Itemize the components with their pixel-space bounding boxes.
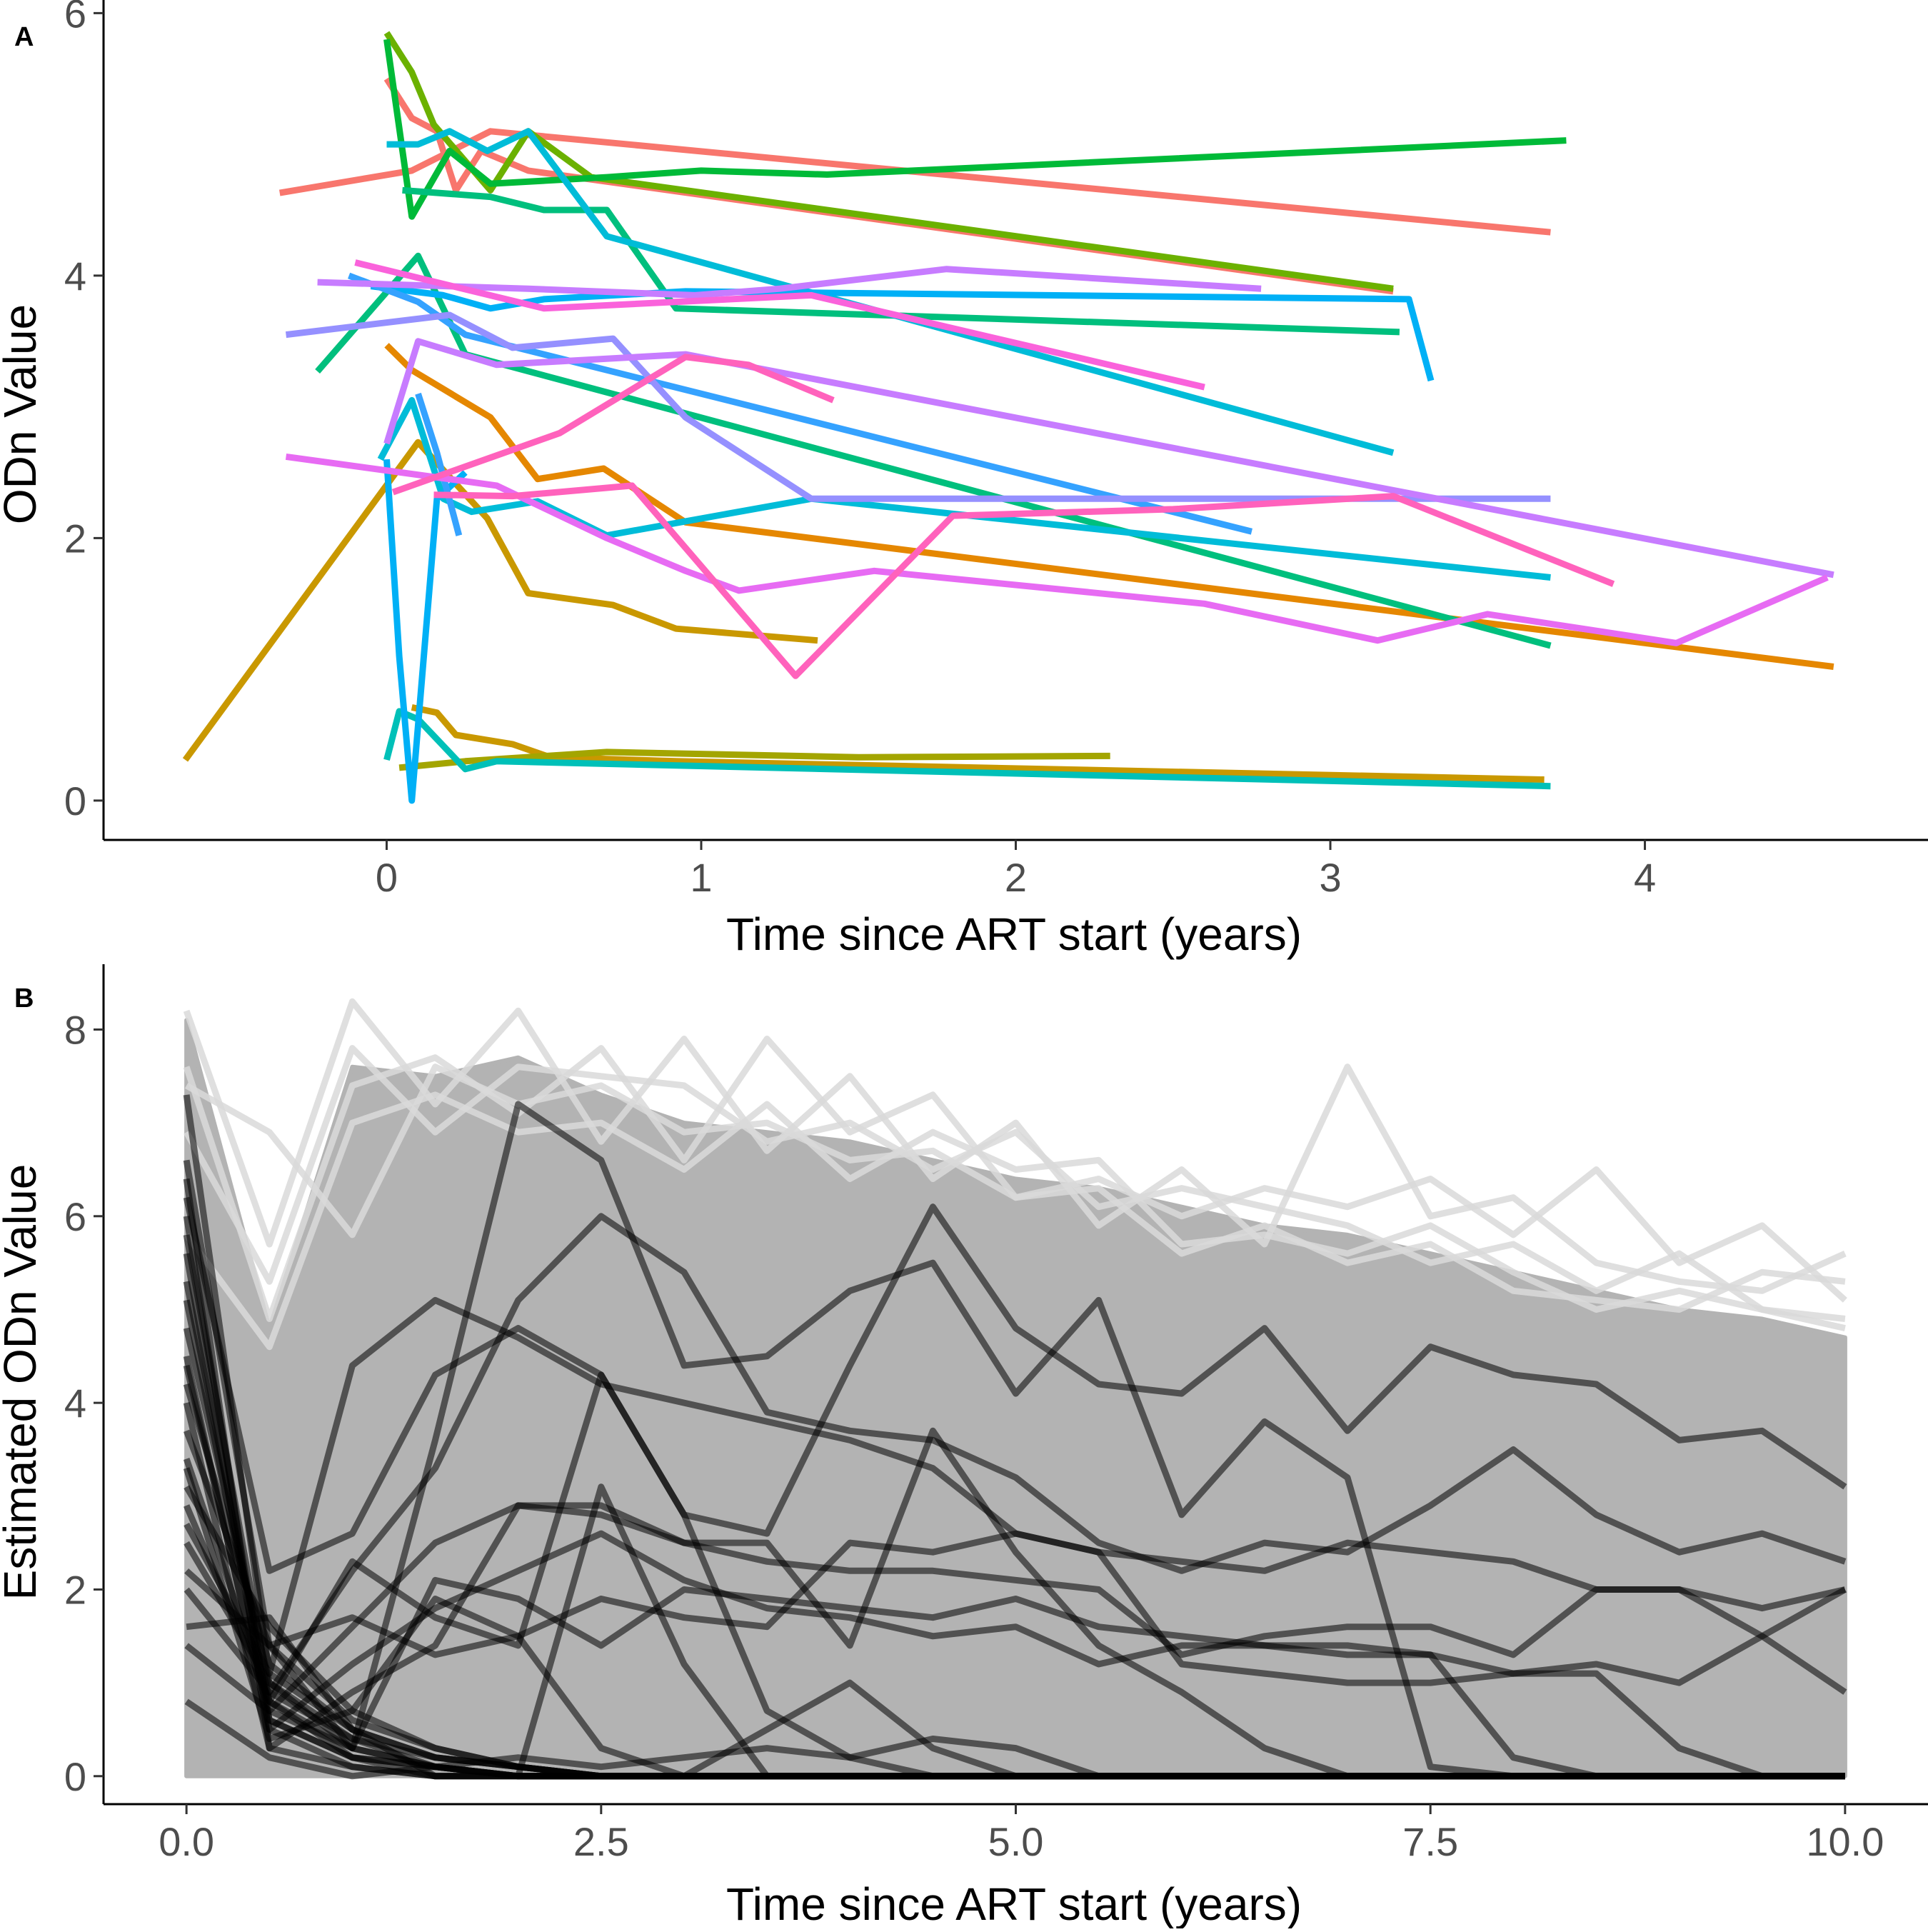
panel-b-x-tick-label: 0.0 xyxy=(159,1819,214,1864)
panel-b-dark-line-10 xyxy=(184,1541,1845,1780)
panel-a-series-line-5 xyxy=(411,704,1545,783)
panel-b-x-tick-label: 7.5 xyxy=(1402,1819,1458,1864)
panel-a-y-tick-label: 6 xyxy=(64,0,86,36)
panel-a-series-line-24 xyxy=(433,482,1615,679)
panel-b-y-tick-label: 0 xyxy=(64,1754,86,1799)
panel-a-y-ticks: 0 2 4 6 xyxy=(64,0,104,824)
panel-a-series-line-6 xyxy=(398,749,1110,771)
panel-b-dark-line-5 xyxy=(183,1299,1847,1714)
panel-a-series-line-2 xyxy=(383,76,1394,295)
panel-b-x-tick-label: 10.0 xyxy=(1806,1819,1884,1864)
panel-b-x-tick-label: 5.0 xyxy=(988,1819,1044,1864)
panel-a-x-tick-label: 4 xyxy=(1634,855,1656,900)
panel-a-series-line-4 xyxy=(182,439,818,762)
panel-a-series-group xyxy=(182,31,1834,804)
panel-a-series-line-8 xyxy=(383,39,1567,220)
panel-a-series-line-14 xyxy=(370,283,1435,382)
panel-a-series-line-13 xyxy=(377,396,1551,581)
panel-b-dark-line-8 xyxy=(183,1467,1847,1742)
panel-a-series-line-17 xyxy=(415,392,463,536)
panel-a-x-tick-label: 3 xyxy=(1319,855,1341,900)
panel-b-y-axis-title: Estimated ODn Value xyxy=(0,1164,46,1601)
panel-b-dark-series-group xyxy=(183,1094,1847,1780)
panel-a-x-ticks: 0 1 2 3 4 xyxy=(376,840,1656,900)
panel-b-dark-line-26 xyxy=(183,1458,1845,1780)
panel-a-x-axis-title: Time since ART start (years) xyxy=(726,909,1302,960)
panel-a-series-line-20 xyxy=(383,338,1834,579)
panel-b: B 0.0 2.5 5.0 7.5 10.0 0 2 4 6 8 Time since ART … xyxy=(0,964,1928,1930)
panel-b-x-axis-title: Time since ART start (years) xyxy=(726,1878,1302,1928)
panel-a-series-line-12 xyxy=(386,128,1395,456)
panel-b-y-tick-label: 4 xyxy=(64,1381,86,1426)
panel-b-grey-line-3 xyxy=(183,1036,1847,1322)
panel-a-series-line-1 xyxy=(278,128,1551,236)
panel-b-dark-line-4 xyxy=(183,1213,1847,1696)
panel-b-letter: B xyxy=(14,983,34,1013)
panel-a-y-tick-label: 0 xyxy=(64,779,86,824)
panel-b-x-tick-label: 2.5 xyxy=(573,1819,629,1864)
panel-b-y-ticks: 0 2 4 6 8 xyxy=(64,1007,104,1799)
panel-b-y-tick-label: 6 xyxy=(64,1194,86,1239)
panel-b-y-tick-label: 2 xyxy=(64,1567,86,1612)
panel-a-series-line-21 xyxy=(285,453,1829,646)
panel-a-series-line-9 xyxy=(402,186,1400,336)
panel-a-series-line-19 xyxy=(317,266,1262,299)
panel-a: A 0 1 2 3 4 0 2 4 6 Time since ART start (years… xyxy=(0,0,1928,960)
panel-b-grey-line-5 xyxy=(184,1091,1846,1351)
panel-a-letter: A xyxy=(14,22,34,52)
panel-a-series-line-22 xyxy=(354,259,1205,391)
panel-b-y-tick-label: 8 xyxy=(64,1007,86,1052)
panel-a-series-line-23 xyxy=(391,354,835,496)
panel-a-series-line-18 xyxy=(285,311,1551,502)
panel-a-series-line-11 xyxy=(383,708,1551,790)
panel-a-y-tick-label: 2 xyxy=(64,516,86,561)
panel-a-x-tick-label: 2 xyxy=(1005,855,1027,900)
panel-a-y-axis-title: ODn Value xyxy=(0,304,46,524)
panel-a-x-tick-label: 0 xyxy=(376,855,398,900)
panel-b-dark-line-3 xyxy=(183,1196,1847,1574)
panel-a-x-tick-label: 1 xyxy=(690,855,712,900)
panel-a-y-tick-label: 4 xyxy=(64,254,86,299)
panel-b-grey-series-group xyxy=(183,998,1847,1351)
panel-a-series-line-7 xyxy=(383,31,1394,292)
panel-b-x-ticks: 0.0 2.5 5.0 7.5 10.0 xyxy=(159,1804,1884,1864)
